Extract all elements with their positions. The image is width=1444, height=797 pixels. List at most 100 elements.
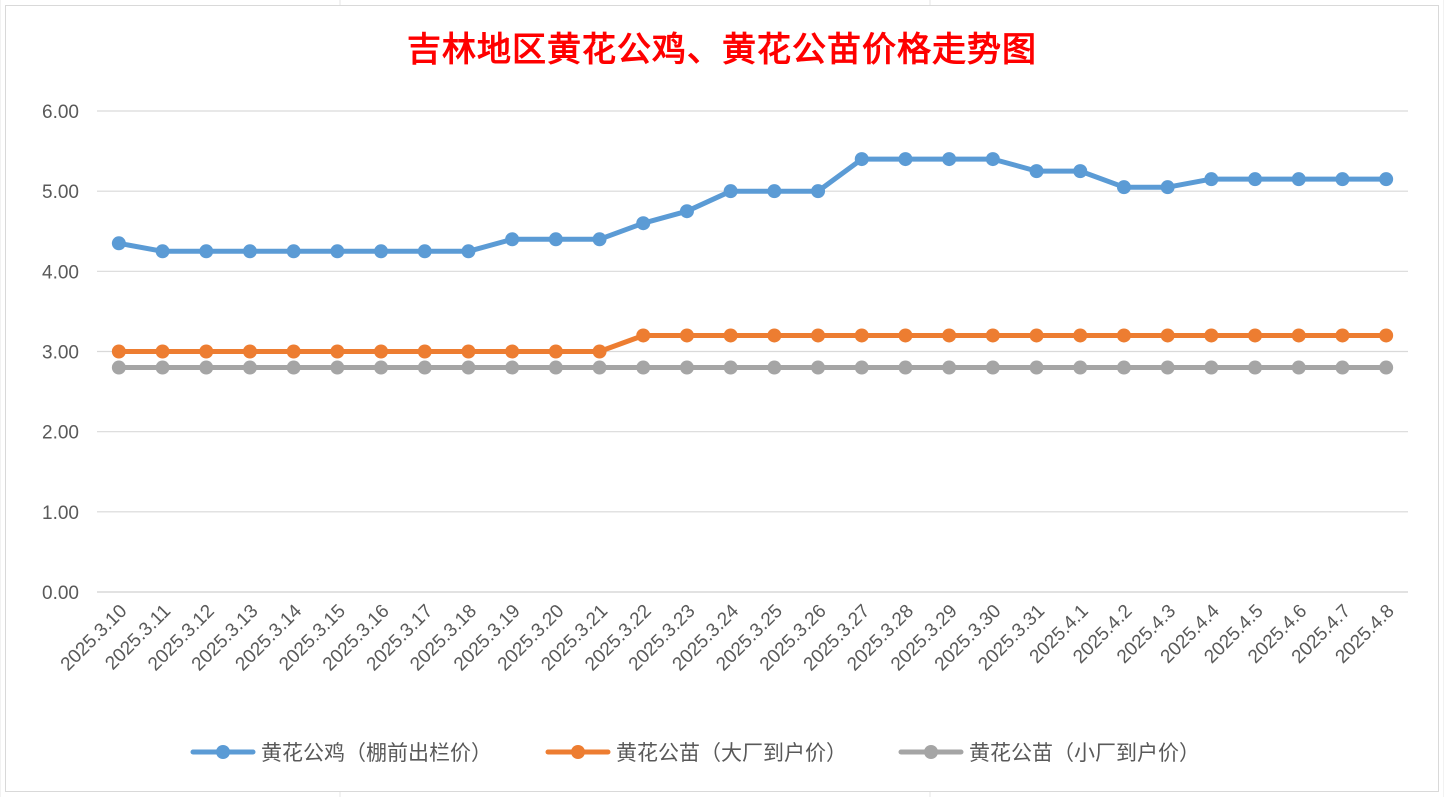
data-point[interactable] [811,328,826,343]
y-tick-label: 0.00 [42,583,79,604]
chart-area[interactable] [5,5,1439,792]
data-point[interactable] [374,344,389,359]
data-point[interactable] [723,328,738,343]
data-point[interactable] [723,184,738,199]
data-point[interactable] [505,344,520,359]
data-point[interactable] [330,344,345,359]
data-point[interactable] [1029,328,1044,343]
data-point[interactable] [374,360,389,375]
data-point[interactable] [1029,360,1044,375]
data-point[interactable] [1029,164,1044,179]
data-point[interactable] [1291,328,1306,343]
legend-entry-label[interactable]: 黄花公鸡（棚前出栏价） [261,741,492,765]
data-point[interactable] [374,244,389,259]
data-point[interactable] [505,360,520,375]
data-point[interactable] [898,152,913,167]
data-point[interactable] [286,244,301,259]
data-point[interactable] [1379,360,1394,375]
data-point[interactable] [811,184,826,199]
data-point[interactable] [811,360,826,375]
data-point[interactable] [1073,328,1088,343]
data-point[interactable] [1379,328,1394,343]
data-point[interactable] [679,360,694,375]
data-point[interactable] [1335,360,1350,375]
data-point[interactable] [1248,360,1263,375]
data-point[interactable] [199,360,214,375]
data-point[interactable] [286,344,301,359]
data-point[interactable] [417,344,432,359]
data-point[interactable] [1248,172,1263,187]
data-point[interactable] [1073,164,1088,179]
data-point[interactable] [461,244,476,259]
data-point[interactable] [111,236,126,251]
data-point[interactable] [679,328,694,343]
data-point[interactable] [155,344,170,359]
data-point[interactable] [1116,328,1131,343]
data-point[interactable] [942,328,957,343]
legend-entry-label[interactable]: 黄花公苗（大厂到户价） [616,741,847,765]
data-point[interactable] [985,328,1000,343]
data-point[interactable] [942,152,957,167]
data-point[interactable] [505,232,520,247]
data-point[interactable] [1204,360,1219,375]
data-point[interactable] [1379,172,1394,187]
data-point[interactable] [111,360,126,375]
data-point[interactable] [1291,360,1306,375]
data-point[interactable] [767,360,782,375]
data-point[interactable] [286,360,301,375]
chart-title: 吉林地区黄花公鸡、黄花公苗价格走势图 [407,30,1037,70]
data-point[interactable] [592,360,607,375]
data-point[interactable] [1204,172,1219,187]
data-point[interactable] [1335,172,1350,187]
data-point[interactable] [155,360,170,375]
data-point[interactable] [199,244,214,259]
data-point[interactable] [417,244,432,259]
data-point[interactable] [942,360,957,375]
data-point[interactable] [985,360,1000,375]
data-point[interactable] [111,344,126,359]
data-point[interactable] [155,244,170,259]
data-point[interactable] [417,360,432,375]
y-tick-label: 6.00 [42,102,79,123]
data-point[interactable] [592,232,607,247]
data-point[interactable] [548,360,563,375]
data-point[interactable] [1160,360,1175,375]
data-point[interactable] [1248,328,1263,343]
data-point[interactable] [242,244,257,259]
data-point[interactable] [1335,328,1350,343]
data-point[interactable] [330,244,345,259]
data-point[interactable] [461,344,476,359]
data-point[interactable] [1160,180,1175,195]
data-point[interactable] [548,232,563,247]
data-point[interactable] [679,204,694,219]
data-point[interactable] [242,344,257,359]
data-point[interactable] [767,184,782,199]
data-point[interactable] [854,152,869,167]
data-point[interactable] [1160,328,1175,343]
data-point[interactable] [636,216,651,231]
data-point[interactable] [548,344,563,359]
data-point[interactable] [636,360,651,375]
data-point[interactable] [898,360,913,375]
data-point[interactable] [1291,172,1306,187]
data-point[interactable] [1073,360,1088,375]
legend-entry-label[interactable]: 黄花公苗（小厂到户价） [969,741,1200,765]
data-point[interactable] [767,328,782,343]
data-point[interactable] [898,328,913,343]
data-point[interactable] [461,360,476,375]
series-line-2[interactable] [116,333,1389,354]
series-line-1[interactable] [116,156,1389,254]
data-point[interactable] [1204,328,1219,343]
y-tick-label: 2.00 [42,423,79,444]
data-point[interactable] [242,360,257,375]
data-point[interactable] [199,344,214,359]
data-point[interactable] [1116,360,1131,375]
data-point[interactable] [636,328,651,343]
data-point[interactable] [723,360,738,375]
data-point[interactable] [854,328,869,343]
data-point[interactable] [330,360,345,375]
data-point[interactable] [592,344,607,359]
data-point[interactable] [985,152,1000,167]
data-point[interactable] [1116,180,1131,195]
data-point[interactable] [854,360,869,375]
